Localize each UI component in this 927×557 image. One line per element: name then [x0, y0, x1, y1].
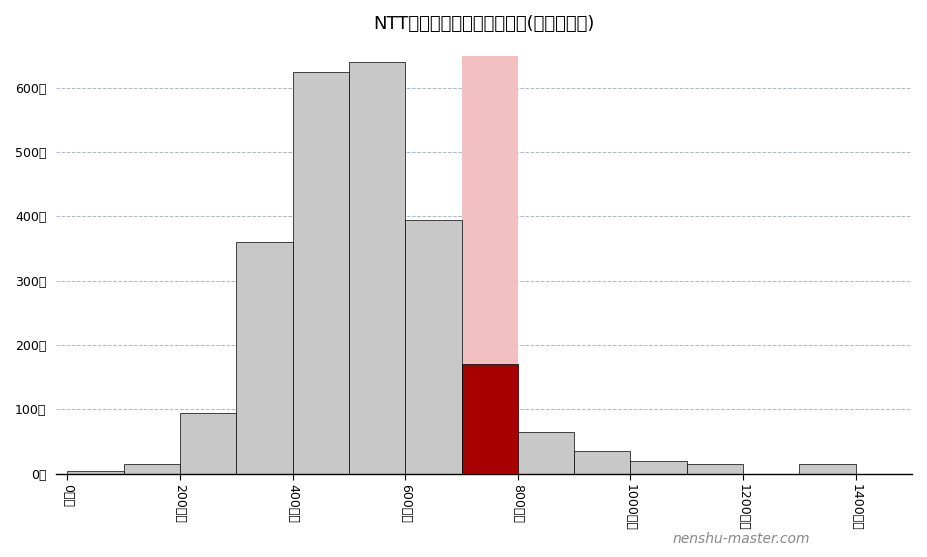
Bar: [799, 464, 856, 473]
Bar: [630, 461, 687, 473]
Bar: [574, 451, 630, 473]
Bar: [687, 464, 743, 473]
Bar: [180, 413, 236, 473]
Bar: [124, 464, 180, 473]
Bar: [405, 219, 462, 473]
Title: NTTデータの年収ポジション(関東地方内): NTTデータの年収ポジション(関東地方内): [374, 15, 595, 33]
Bar: [236, 242, 293, 473]
Bar: [518, 432, 574, 473]
Bar: [349, 62, 405, 473]
Bar: [462, 56, 518, 473]
Bar: [293, 72, 349, 473]
Text: nenshu-master.com: nenshu-master.com: [673, 532, 810, 546]
Bar: [68, 471, 124, 473]
Bar: [462, 364, 518, 473]
